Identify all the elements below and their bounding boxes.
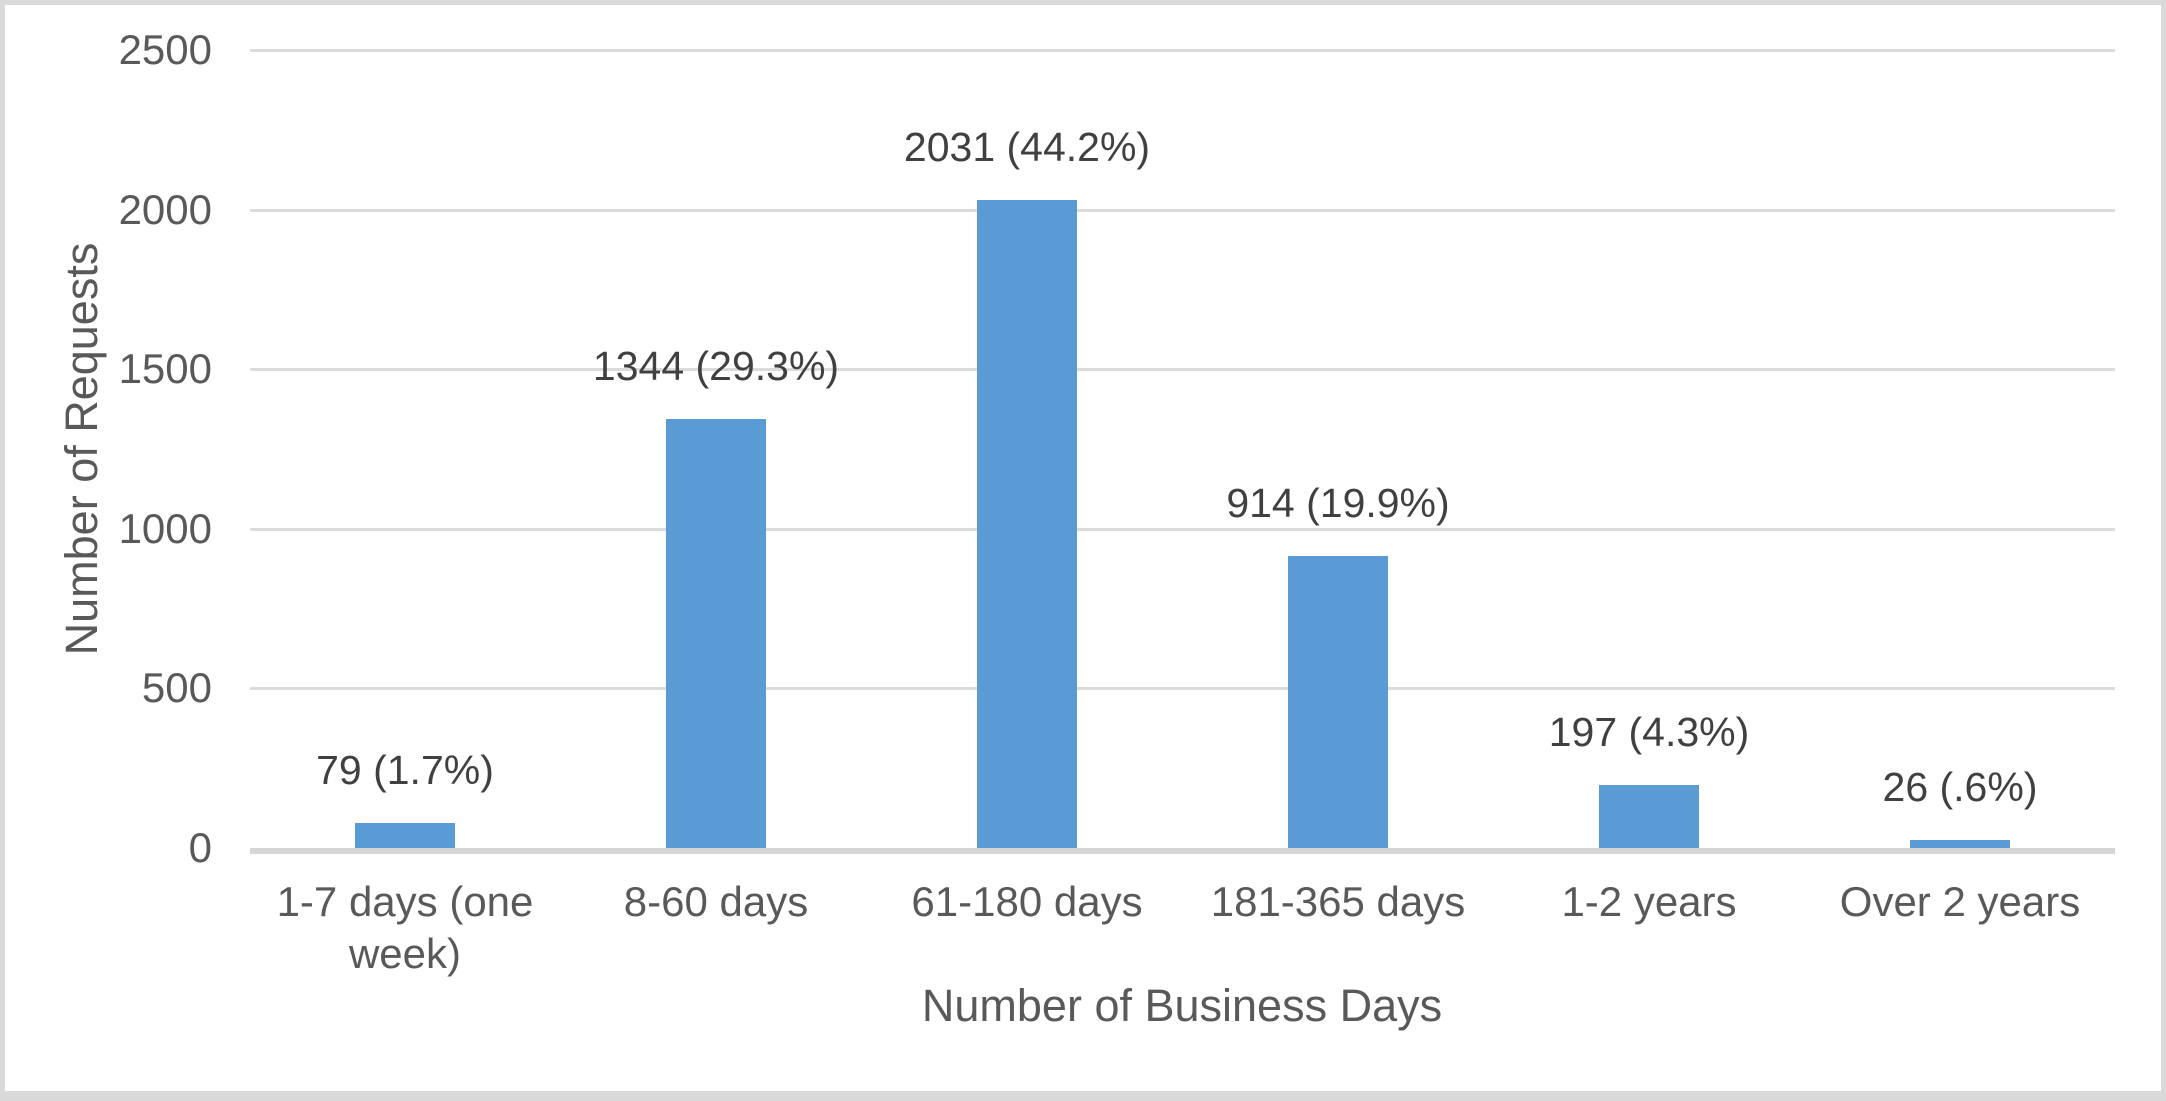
x-category-label: 1-7 days (one week)	[276, 878, 534, 977]
bar-data-label: 2031 (44.2%)	[903, 124, 1151, 170]
y-axis-title: Number of Requests	[56, 242, 107, 656]
y-tick-label: 2500	[118, 26, 212, 73]
bar-data-label: 79 (1.7%)	[316, 747, 494, 793]
bar	[1910, 840, 2010, 848]
x-category-label: 181-365 days	[1210, 878, 1466, 925]
x-category-label: 8-60 days	[623, 878, 809, 925]
bar	[1599, 785, 1699, 848]
gridline	[250, 368, 2115, 371]
x-axis-title: Number of Business Days	[921, 980, 1443, 1031]
bar	[977, 200, 1077, 848]
gridline	[250, 49, 2115, 52]
bar	[666, 419, 766, 848]
y-tick-label: 500	[141, 664, 212, 711]
bar-data-label: 26 (.6%)	[1882, 764, 2038, 810]
gridline	[250, 209, 2115, 212]
y-tick-label: 1000	[118, 505, 212, 552]
y-tick-label: 2000	[118, 186, 212, 233]
x-category-label: 61-180 days	[911, 878, 1143, 925]
x-category-label: Over 2 years	[1839, 878, 2081, 925]
bar-data-label: 1344 (29.3%)	[592, 343, 840, 389]
gridline	[250, 687, 2115, 690]
bar-data-label: 197 (4.3%)	[1548, 709, 1750, 755]
y-tick-label: 0	[188, 824, 212, 871]
bar	[355, 823, 455, 848]
gridline	[250, 528, 2115, 531]
x-category-label: 1-2 years	[1561, 878, 1737, 925]
y-tick-label: 1500	[118, 345, 212, 392]
bar-data-label: 914 (19.9%)	[1226, 480, 1450, 526]
bar	[1288, 556, 1388, 848]
x-axis-line	[250, 848, 2115, 854]
